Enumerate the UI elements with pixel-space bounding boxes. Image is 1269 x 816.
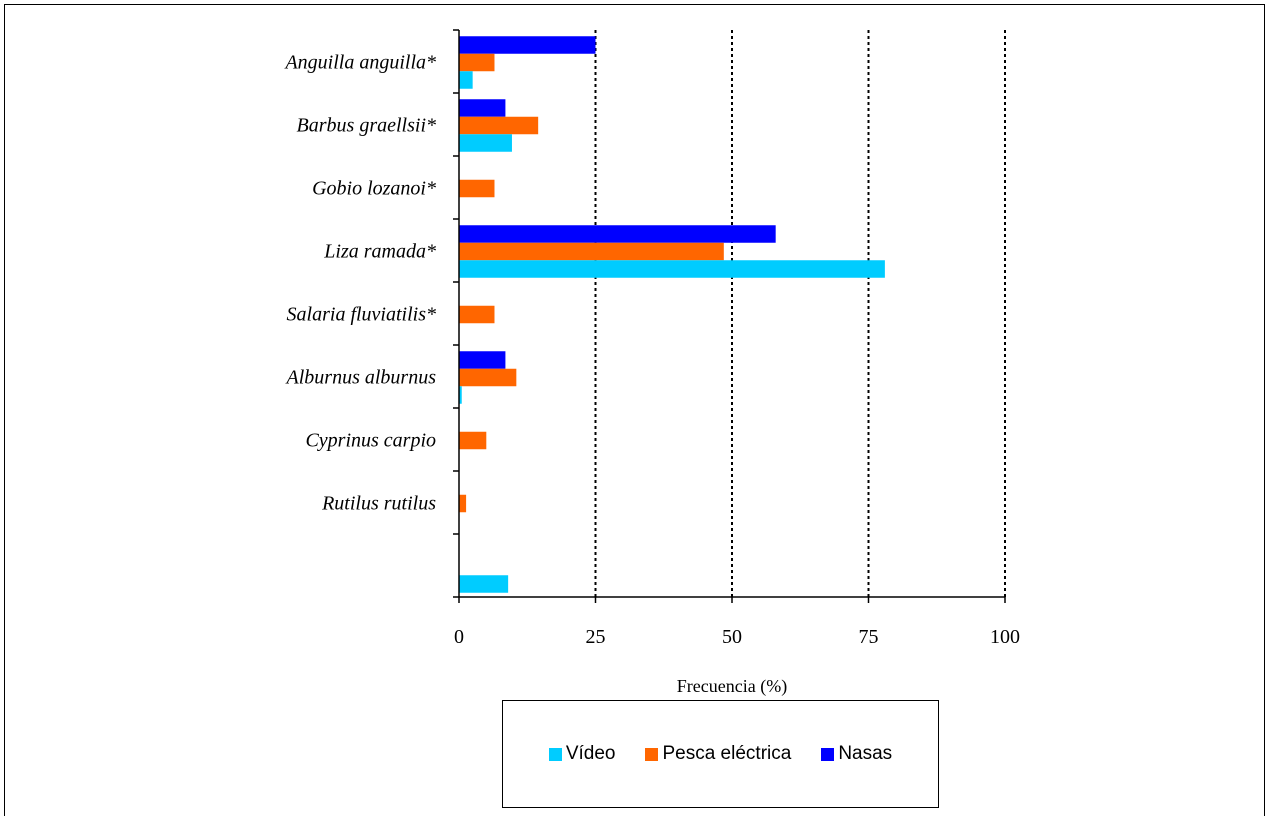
grid-lines — [594, 30, 1006, 597]
x-tick-labels: 0 25 50 75 100 — [454, 626, 1020, 648]
bar-v-deo-liza-ramada — [459, 260, 885, 278]
category-label: Rutilus rutilus — [321, 493, 436, 515]
category-label: Liza ramada* — [323, 241, 436, 263]
chart-frame — [4, 4, 1265, 816]
x-tick-label: 100 — [990, 626, 1020, 648]
bar-nasas-anguilla-anguilla — [459, 36, 596, 54]
bar-v-deo-barbus-graellsii — [459, 134, 512, 152]
bar-nasas-alburnus-alburnus — [459, 351, 506, 369]
bar-nasas-liza-ramada — [459, 225, 776, 243]
bar-pesca-el-ctrica-gobio-lozanoi — [459, 179, 495, 198]
x-axis-title: Frecuencia (%) — [677, 676, 787, 697]
x-tick-label: 0 — [454, 626, 464, 648]
legend-item: Pesca eléctrica — [645, 743, 791, 765]
bar-pesca-el-ctrica-salaria-fluviatilis — [459, 305, 495, 324]
bar-pesca-el-ctrica-alburnus-alburnus — [459, 368, 517, 387]
bar-pesca-el-ctrica-cyprinus-carpio — [459, 431, 487, 450]
x-tick-label: 75 — [859, 626, 879, 648]
bar-pesca-el-ctrica-liza-ramada — [459, 242, 724, 261]
bar-nasas-barbus-graellsii — [459, 99, 506, 117]
category-label: Cyprinus carpio — [305, 430, 436, 452]
x-tick-label: 25 — [586, 626, 606, 648]
legend-label: Nasas — [838, 743, 893, 764]
category-label: Gobio lozanoi* — [312, 178, 436, 200]
category-labels: Anguilla anguilla* Barbus graellsii* Gobio… — [283, 52, 436, 515]
bar-pesca-el-ctrica-barbus-graellsii — [459, 116, 539, 135]
legend-swatch — [821, 747, 835, 761]
bar-v-deo-anguilla-anguilla — [459, 71, 473, 89]
category-label: Barbus graellsii* — [297, 115, 436, 137]
legend-item: Nasas — [821, 743, 892, 765]
bars — [459, 36, 885, 593]
category-label: Alburnus alburnus — [285, 367, 437, 389]
bar-v-deo-alburnus-alburnus — [459, 386, 462, 404]
axes — [453, 29, 1006, 603]
legend-label: Pesca eléctrica — [662, 743, 792, 764]
legend-label: Vídeo — [565, 743, 616, 764]
bar-v-deo-unlabeled — [459, 575, 509, 593]
legend-swatch — [548, 747, 562, 761]
bar-pesca-el-ctrica-rutilus-rutilus — [459, 494, 467, 513]
bar-pesca-el-ctrica-anguilla-anguilla — [459, 53, 495, 72]
legend-item: Vídeo — [548, 743, 616, 765]
category-label: Anguilla anguilla* — [283, 52, 436, 74]
legend-swatch — [645, 747, 659, 761]
x-tick-label: 50 — [722, 626, 742, 648]
legend: Vídeo Pesca eléctrica Nasas — [502, 700, 939, 808]
category-label: Salaria fluviatilis* — [287, 304, 436, 326]
